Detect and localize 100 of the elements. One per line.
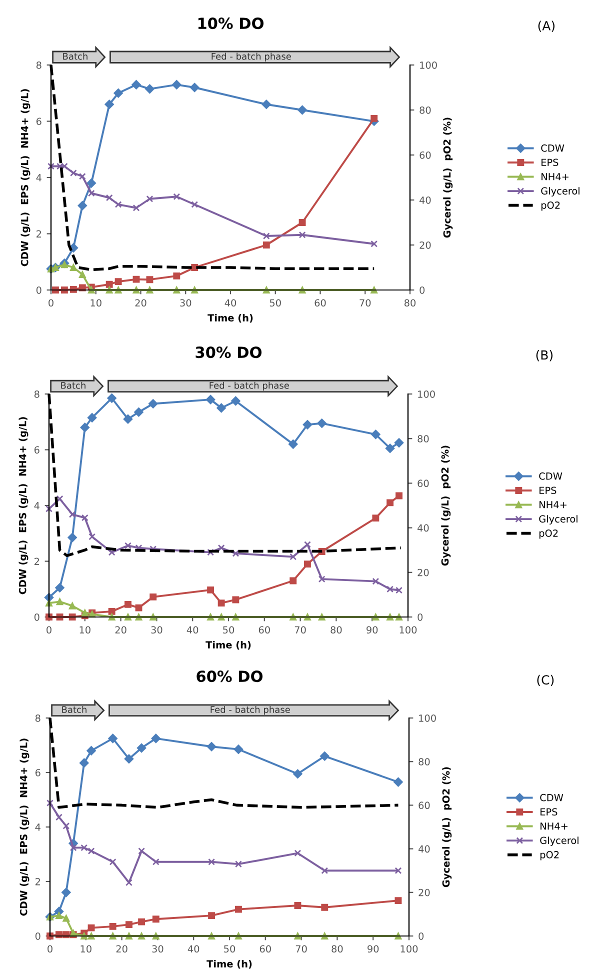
y2-tick-label: 100 [419, 714, 436, 722]
x-axis-title: Time (h) [208, 314, 253, 323]
text: (A) [538, 20, 554, 32]
x-tick-label: 0 [48, 299, 54, 307]
legend-label: NH4+ [542, 173, 568, 180]
y-axis-title: CDW (g/L) EPS (g/L) NH4+ (g/L) [20, 738, 30, 916]
x-tick-label: 40 [224, 299, 236, 307]
y-tick-label: 4 [35, 824, 40, 831]
y-tick-label: 8 [34, 390, 40, 398]
x-tick-label: 90 [366, 626, 378, 634]
x-tick-label: 80 [332, 945, 343, 953]
y-tick-label: 4 [34, 502, 40, 510]
x-tick-label: 60 [314, 299, 326, 307]
legend-label: Glycerol [539, 515, 578, 524]
x-tick-label: 100 [400, 945, 418, 953]
y2-tick-label: 20 [420, 241, 431, 249]
y2-tick-label: 0 [418, 932, 424, 940]
y-tick-label: 8 [36, 61, 42, 69]
text: Batch [61, 382, 86, 389]
legend-label: Glycerol [541, 187, 580, 196]
legend-label: CDW [539, 472, 562, 480]
x-tick-label: 40 [188, 945, 200, 953]
y2-tick-label: 20 [418, 568, 429, 576]
y-tick-label: 2 [34, 558, 39, 565]
x-tick-label: 80 [330, 626, 342, 634]
y2-tick-label: 20 [418, 888, 430, 896]
y2-tick-label: 80 [418, 758, 430, 766]
text: Batch [63, 52, 88, 60]
y2-tick-label: 100 [418, 390, 435, 398]
x-tick-label: 10 [80, 945, 92, 953]
y2-tick-label: 60 [418, 802, 430, 810]
y2-axis-title: Gycerol (g/L) pO2 (%) [443, 118, 453, 238]
x-tick-label: 0 [46, 626, 52, 634]
x-tick-label: 20 [115, 626, 126, 634]
y-tick-label: 0 [35, 932, 40, 940]
x-tick-label: 80 [404, 299, 416, 307]
legend-label: pO2 [541, 202, 560, 211]
y-tick-label: 6 [35, 768, 40, 776]
x-tick-label: 90 [368, 945, 379, 953]
y2-tick-label: 40 [420, 196, 431, 204]
y2-tick-label: 100 [420, 61, 437, 69]
legend-label: CDW [541, 144, 564, 152]
x-tick-label: 30 [151, 626, 162, 634]
x-axis-title: Time (h) [206, 640, 251, 650]
x-tick-label: 50 [270, 299, 281, 307]
x-tick-label: 0 [48, 945, 52, 953]
y2-tick-label: 0 [420, 286, 425, 294]
x-tick-label: 30 [180, 299, 192, 307]
x-axis-title: Time (h) [206, 960, 252, 969]
y-tick-label: 2 [36, 230, 41, 238]
y2-tick-label: 80 [420, 106, 431, 114]
legend-label: NH4+ [540, 501, 566, 508]
legend-label: EPS [542, 158, 558, 166]
text: (C) [537, 674, 554, 686]
legend-label: NH4+ [540, 822, 568, 830]
text: Fed - batch phase [210, 382, 289, 391]
text: (B) [536, 350, 553, 362]
y-tick-label: 2 [36, 878, 40, 886]
legend-label: pO2 [540, 851, 559, 860]
x-tick-label: 10 [90, 299, 102, 307]
legend-label: EPS [540, 808, 558, 816]
legend-label: Glycerol [540, 836, 578, 846]
chart-title: 10% DO [198, 18, 264, 30]
x-tick-label: 40 [186, 626, 198, 634]
x-tick-label: 10 [80, 626, 90, 634]
legend-label: pO2 [539, 530, 558, 539]
x-tick-label: 60 [260, 945, 271, 953]
x-tick-label: 70 [294, 626, 306, 634]
x-tick-label: 50 [223, 626, 234, 634]
y-tick-label: 8 [35, 714, 40, 722]
x-tick-label: 20 [135, 299, 146, 307]
legend-label: EPS [540, 486, 556, 494]
y2-axis-title: Gycerol (g/L) pO2 (%) [441, 446, 451, 566]
text: Batch [62, 706, 86, 713]
y-axis-title: CDW (g/L) EPS (g/L) NH4+ (g/L) [20, 89, 30, 266]
y2-tick-label: 60 [418, 480, 429, 488]
y-axis-title: CDW (g/L) EPS (g/L) NH4+ (g/L) [18, 417, 28, 594]
chart-title: 60% DO [196, 670, 263, 682]
y2-axis-title: Gycerol (g/L) pO2 (%) [442, 767, 452, 888]
text: Fed - batch phase [212, 52, 291, 62]
x-tick-label: 20 [116, 945, 128, 953]
y2-tick-label: 80 [418, 435, 429, 442]
x-tick-label: 30 [152, 945, 164, 953]
x-tick-label: 70 [296, 945, 307, 953]
y-tick-label: 0 [34, 613, 40, 621]
y-tick-label: 6 [36, 118, 42, 126]
x-tick-label: 50 [224, 945, 236, 953]
y-tick-label: 0 [36, 286, 42, 294]
legend-label: CDW [540, 794, 564, 802]
chart-title: 30% DO [196, 346, 262, 358]
y2-tick-label: 60 [420, 151, 431, 159]
y-tick-label: 6 [34, 446, 40, 454]
x-tick-label: 70 [360, 299, 371, 307]
x-tick-label: 60 [258, 626, 270, 634]
x-tick-label: 100 [400, 626, 417, 634]
y2-tick-label: 0 [418, 613, 423, 621]
text: Fed - batch phase [210, 706, 290, 715]
y-tick-label: 4 [36, 174, 42, 182]
y2-tick-label: 40 [418, 524, 429, 532]
y2-tick-label: 40 [418, 845, 430, 853]
